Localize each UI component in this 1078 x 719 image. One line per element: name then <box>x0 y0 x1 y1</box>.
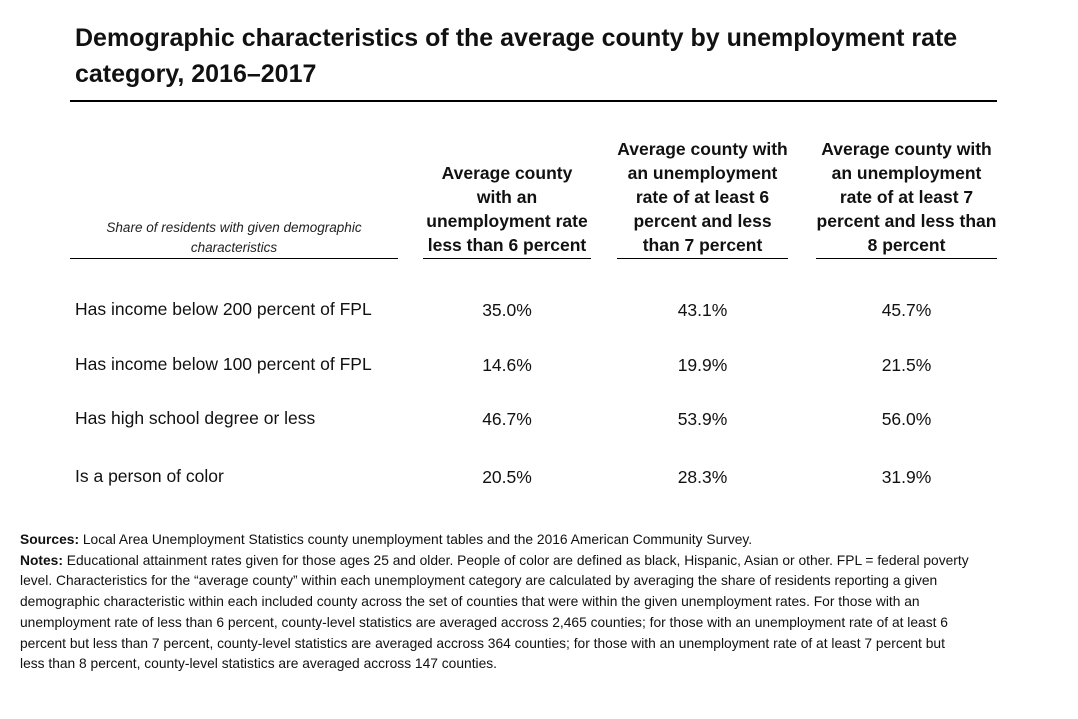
sources-text: Local Area Unemployment Statistics count… <box>79 532 753 547</box>
row-label-income-100-fpl: Has income below 100 percent of FPL <box>75 354 372 374</box>
cell-income-200-fpl-col1: 35.0% <box>482 300 532 320</box>
cell-high-school-col1: 46.7% <box>482 409 532 429</box>
row-label-income-200-fpl: Has income below 200 percent of FPL <box>75 299 372 319</box>
cell-income-100-fpl-col2: 19.9% <box>677 355 728 375</box>
footnotes: Sources: Local Area Unemployment Statist… <box>20 530 970 675</box>
cell-high-school-col3: 56.0% <box>881 409 932 429</box>
column-header-3: Average county with an unemployment rate… <box>816 112 997 257</box>
column-header-1-rule <box>423 258 591 259</box>
sources-note: Sources: Local Area Unemployment Statist… <box>20 530 970 551</box>
row-label-high-school: Has high school degree or less <box>75 408 316 428</box>
column-header-2-rule <box>617 258 788 259</box>
notes-text: Educational attainment rates given for t… <box>20 552 969 672</box>
notes-label: Notes: <box>20 552 63 568</box>
cell-person-of-color-col1: 20.5% <box>482 467 532 487</box>
column-header-3-rule <box>816 258 997 259</box>
column-header-3-label: Average county with an unemployment rate… <box>816 139 997 255</box>
title-divider <box>70 100 997 102</box>
column-header-2: Average county with an unemployment rate… <box>617 112 788 257</box>
column-header-2-label: Average county with an unemployment rate… <box>617 139 788 255</box>
sources-label: Sources: <box>20 532 80 547</box>
row-header-rule <box>70 258 398 259</box>
row-header-label: Share of residents with given demographi… <box>106 220 362 255</box>
column-header-1: Average county with an unemployment rate… <box>423 112 591 257</box>
cell-income-200-fpl-col2: 43.1% <box>677 300 728 320</box>
notes-note: Notes: Educational attainment rates give… <box>20 551 970 675</box>
cell-income-200-fpl-col3: 45.7% <box>881 300 932 320</box>
column-header-1-label: Average county with an unemployment rate… <box>426 163 588 255</box>
cell-high-school-col2: 53.9% <box>677 409 728 429</box>
row-label-person-of-color: Is a person of color <box>75 466 224 486</box>
table-title: Demographic characteristics of the avera… <box>75 24 958 88</box>
cell-income-100-fpl-col1: 14.6% <box>482 355 532 375</box>
cell-income-100-fpl-col3: 21.5% <box>881 355 932 375</box>
cell-person-of-color-col2: 28.3% <box>677 467 728 487</box>
cell-person-of-color-col3: 31.9% <box>881 467 932 487</box>
